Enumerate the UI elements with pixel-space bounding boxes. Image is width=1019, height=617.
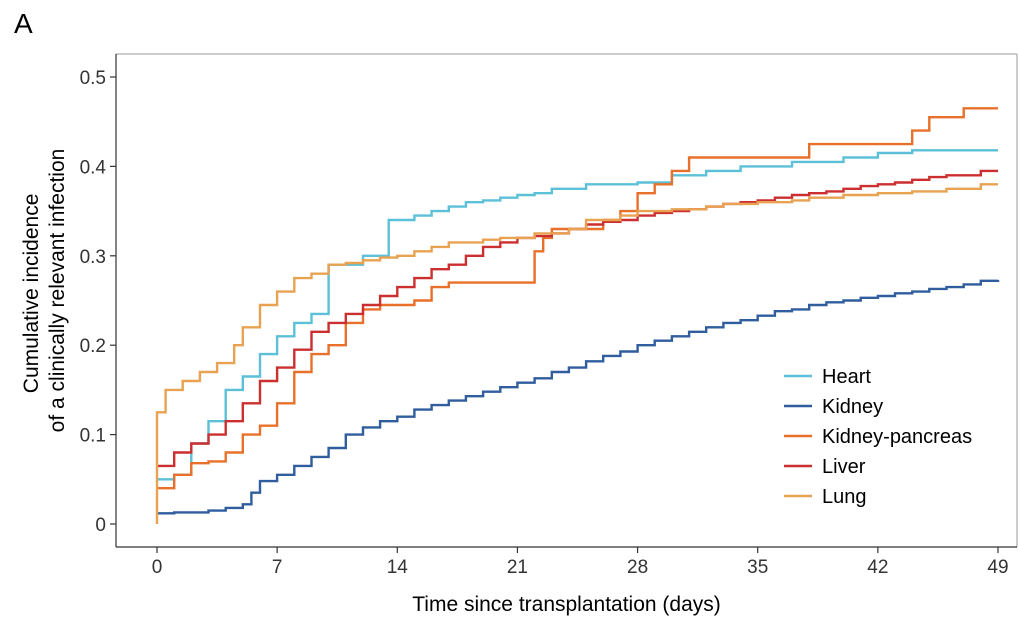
y-axis-title: Cumulative incidence of a clinically rel…: [20, 149, 69, 433]
series-line-liver: [157, 169, 998, 468]
series-line-kidney-pancreas: [157, 107, 998, 490]
x-tick-label: 28: [627, 557, 648, 578]
legend-label-liver: Liver: [822, 456, 866, 478]
axes: 0 7 14 21 28 35 42 49 0 0.1 0.2 0.3 0.4 0.5: [80, 53, 1018, 578]
y-tick-label: 0.5: [80, 68, 106, 89]
legend-label-kidney: Kidney: [822, 396, 883, 418]
legend-label-kidney-pancreas: Kidney-pancreas: [822, 426, 972, 448]
y-tick-label: 0: [95, 515, 106, 536]
series-line-heart: [157, 149, 998, 481]
legend: Heart Kidney Kidney-pancreas Liver Lung: [784, 366, 972, 508]
panel-label: A: [14, 8, 33, 39]
legend-label-lung: Lung: [822, 486, 867, 508]
y-tick-label: 0.2: [80, 336, 106, 357]
x-tick-label: 21: [507, 557, 528, 578]
legend-label-heart: Heart: [822, 366, 871, 388]
x-tick-label: 49: [987, 557, 1008, 578]
y-tick-label: 0.1: [80, 426, 106, 447]
series-line-kidney: [157, 279, 1000, 515]
x-tick-label: 42: [867, 557, 888, 578]
x-axis-ticks: 0 7 14 21 28 35 42 49: [152, 547, 1009, 578]
y-axis-title-line-2: of a clinically relevant infection: [46, 149, 69, 433]
x-tick-label: 0: [152, 557, 163, 578]
series-lines: [155, 107, 1000, 524]
y-axis-ticks: 0 0.1 0.2 0.3 0.4 0.5: [80, 68, 116, 536]
y-axis-title-line-1: Cumulative incidence: [20, 194, 43, 394]
x-tick-label: 14: [387, 557, 409, 578]
x-tick-label: 7: [272, 557, 283, 578]
x-axis-title: Time since transplantation (days): [412, 593, 721, 616]
y-tick-label: 0.4: [80, 157, 107, 178]
x-tick-label: 35: [747, 557, 768, 578]
series-line-lung: [155, 183, 998, 524]
y-tick-label: 0.3: [80, 247, 106, 268]
